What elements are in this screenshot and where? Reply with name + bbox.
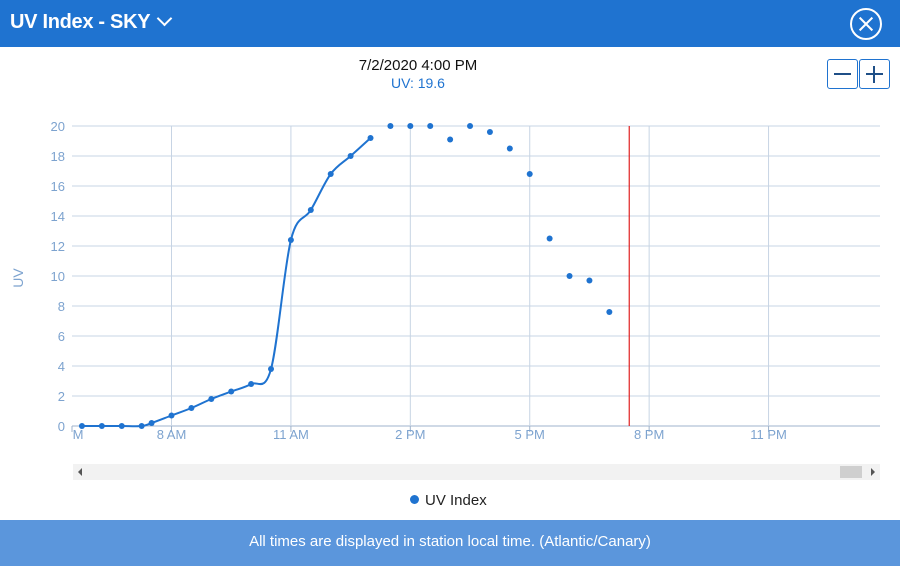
tooltip-value: UV: 19.6 [391,75,445,91]
legend-label: UV Index [425,492,487,509]
y-tick-label: 12 [51,239,65,254]
y-tick-label: 6 [58,329,65,344]
data-point [546,235,553,242]
legend-dot-icon [410,495,419,504]
data-point [467,123,474,129]
y-tick-labels: 0 2 4 6 8 10 12 14 16 18 20 [51,119,65,434]
data-point [526,171,533,177]
data-point [586,277,593,284]
data-point [248,381,255,387]
data-point [486,129,493,135]
y-tick-label: 2 [58,389,65,404]
data-point [138,423,145,429]
x-tick-label: 11 AM [273,427,309,442]
data-point [148,420,155,426]
data-point [387,123,394,129]
x-tick-label: 8 AM [157,427,187,442]
data-point [367,135,374,141]
legend-item-uv-index[interactable]: UV Index [410,492,487,509]
scroll-thumb[interactable] [840,466,862,478]
minus-icon [834,73,851,75]
footer-bar: All times are displayed in station local… [0,520,900,566]
zoom-controls [827,59,890,89]
scroll-right-icon[interactable] [871,468,875,476]
data-point [327,171,334,177]
x-tick-label: 11 PM [750,427,787,442]
data-point [98,423,105,429]
data-point [347,153,354,159]
data-point [606,309,613,315]
uv-chart[interactable]: 0 2 4 6 8 10 12 14 16 18 20 M 8 AM 11 AM 2 PM 5 PM 8 PM… [0,0,900,460]
x-tick-label: M [73,427,84,442]
y-tick-label: 8 [58,299,65,314]
zoom-in-button[interactable] [859,59,890,89]
data-point [228,388,235,395]
series-line-uv-index [81,137,372,428]
data-point [447,136,454,143]
horizontal-scrollbar[interactable] [73,464,880,480]
series-uv-index [78,123,613,429]
y-tick-label: 10 [51,269,65,284]
page-title: UV Index - SKY [10,11,151,33]
y-tick-label: 20 [51,119,65,134]
data-point [188,405,195,411]
close-icon[interactable] [850,8,882,40]
x-tick-label: 5 PM [515,427,545,442]
data-point [268,366,275,372]
y-tick-label: 16 [51,179,65,194]
data-point [307,207,314,213]
x-tick-label: 2 PM [395,427,425,442]
data-point [566,273,573,279]
data-point [506,145,513,152]
data-point [427,123,434,129]
data-point [118,423,125,429]
y-tick-label: 0 [58,419,65,434]
chart-grid [71,125,880,432]
y-tick-label: 14 [51,209,65,224]
data-point [168,412,175,419]
station-selector[interactable]: UV Index - SKY [10,10,173,34]
timezone-note: All times are displayed in station local… [249,533,651,550]
scroll-left-icon[interactable] [78,468,82,476]
data-point [407,123,414,129]
y-axis-label: UV [10,268,26,288]
y-tick-label: 4 [58,359,65,374]
y-tick-label: 18 [51,149,65,164]
x-tick-labels: M 8 AM 11 AM 2 PM 5 PM 8 PM 11 PM [73,427,787,442]
data-point [287,237,294,243]
data-point [208,396,215,402]
header-bar: UV Index - SKY [0,0,900,47]
x-tick-label: 8 PM [634,427,664,442]
zoom-out-button[interactable] [827,59,858,89]
data-point [78,423,85,429]
tooltip-time: 7/2/2020 4:00 PM [358,57,478,74]
